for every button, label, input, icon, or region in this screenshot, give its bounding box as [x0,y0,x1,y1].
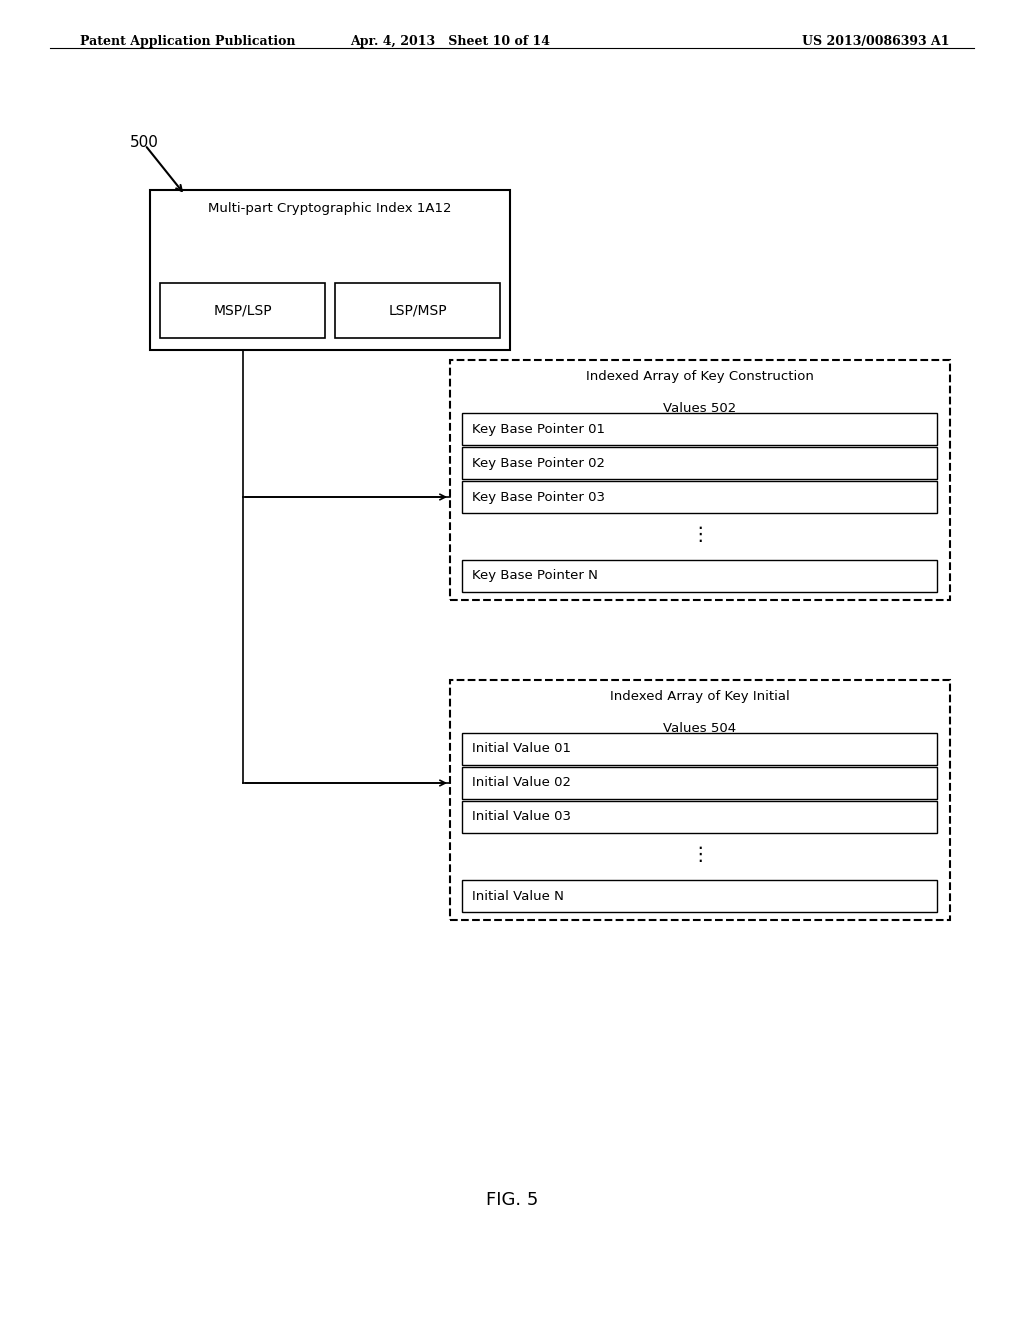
FancyBboxPatch shape [160,282,325,338]
Text: Initial Value 01: Initial Value 01 [472,742,571,755]
FancyBboxPatch shape [462,413,937,445]
Text: Initial Value N: Initial Value N [472,890,564,903]
FancyBboxPatch shape [462,480,937,513]
FancyBboxPatch shape [450,360,950,601]
Text: Key Base Pointer N: Key Base Pointer N [472,569,598,582]
Text: FIG. 5: FIG. 5 [485,1191,539,1209]
Text: Key Base Pointer 03: Key Base Pointer 03 [472,491,605,503]
Text: Patent Application Publication: Patent Application Publication [80,36,296,48]
Text: Initial Value 02: Initial Value 02 [472,776,571,789]
Text: Values 504: Values 504 [664,722,736,735]
Text: Initial Value 03: Initial Value 03 [472,810,571,824]
Text: Apr. 4, 2013   Sheet 10 of 14: Apr. 4, 2013 Sheet 10 of 14 [350,36,550,48]
Text: US 2013/0086393 A1: US 2013/0086393 A1 [803,36,950,48]
Text: Key Base Pointer 01: Key Base Pointer 01 [472,422,605,436]
FancyBboxPatch shape [335,282,500,338]
Text: Indexed Array of Key Initial: Indexed Array of Key Initial [610,690,790,704]
Text: Values 502: Values 502 [664,403,736,414]
Text: ⋮: ⋮ [690,846,710,865]
Text: ⋮: ⋮ [690,525,710,544]
FancyBboxPatch shape [462,560,937,591]
Text: 500: 500 [130,135,159,150]
Text: LSP/MSP: LSP/MSP [388,304,446,318]
FancyBboxPatch shape [150,190,510,350]
Text: Key Base Pointer 02: Key Base Pointer 02 [472,457,605,470]
FancyBboxPatch shape [462,447,937,479]
FancyBboxPatch shape [462,880,937,912]
Text: Multi-part Cryptographic Index 1A12: Multi-part Cryptographic Index 1A12 [208,202,452,215]
FancyBboxPatch shape [462,801,937,833]
FancyBboxPatch shape [450,680,950,920]
FancyBboxPatch shape [462,767,937,799]
Text: Indexed Array of Key Construction: Indexed Array of Key Construction [586,370,814,383]
FancyBboxPatch shape [462,733,937,766]
Text: MSP/LSP: MSP/LSP [213,304,271,318]
